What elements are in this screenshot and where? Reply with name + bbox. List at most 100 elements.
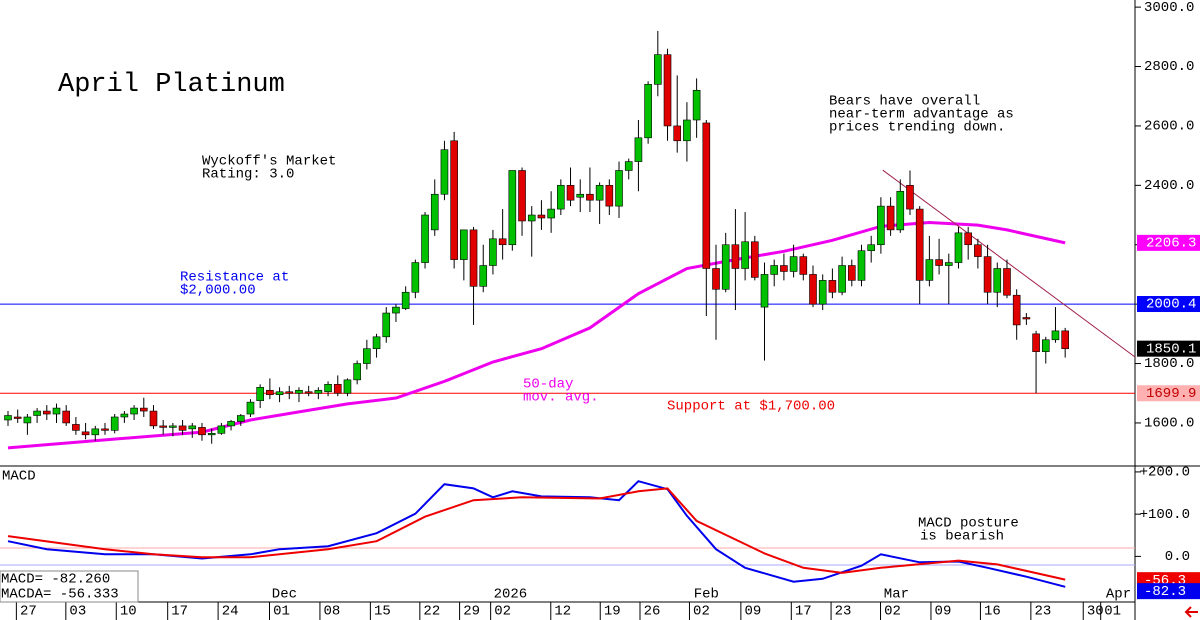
candle-body: [1051, 330, 1060, 341]
x-tick-label: 08: [324, 604, 341, 620]
candle-body: [479, 265, 488, 287]
candle-body: [741, 241, 749, 269]
candle-body: [692, 89, 701, 121]
candle-body: [847, 265, 856, 281]
candle-body: [518, 170, 526, 222]
candle-body: [363, 348, 371, 364]
y-tick-label: 1800.0: [1144, 356, 1194, 372]
candle-body: [828, 280, 837, 293]
candle-body: [780, 265, 788, 272]
candle-body: [595, 185, 604, 201]
candle-body: [4, 415, 12, 421]
candle-body: [343, 379, 352, 394]
trendline: [882, 169, 1136, 358]
candle-body: [751, 241, 759, 278]
candle-body: [857, 250, 866, 281]
candle-body: [1032, 333, 1040, 352]
candle-body: [896, 190, 905, 231]
candle-body: [925, 259, 934, 281]
candle-body: [712, 268, 720, 290]
candle-body: [1012, 294, 1021, 326]
candle-body: [702, 122, 711, 269]
candle-body: [440, 149, 449, 195]
candle-body: [401, 291, 410, 309]
price-label-box: [1137, 385, 1200, 402]
x-tick-label: 01: [273, 604, 290, 620]
candle-body: [382, 312, 391, 338]
candle-body: [915, 208, 924, 281]
macd-line: [7, 487, 1066, 581]
x-tick-label: 09: [744, 604, 761, 620]
candle-body: [867, 244, 875, 251]
candle-body: [236, 415, 245, 422]
candle-body: [411, 262, 420, 293]
candle-body: [266, 389, 274, 396]
candle-body: [818, 280, 827, 305]
candle-body: [576, 193, 585, 198]
annotation: mov. avg.: [523, 390, 599, 406]
price-label: 2206.3: [1146, 236, 1196, 252]
price-label: 1850.1: [1146, 341, 1196, 357]
month-label: Dec: [272, 587, 297, 603]
x-tick-label: 22: [423, 604, 440, 620]
y-tick-label: 2600.0: [1144, 119, 1194, 135]
readout: MACD= -82.260: [1, 572, 110, 588]
x-tick-label: 02: [494, 604, 511, 620]
candle-body: [877, 205, 885, 246]
candle-body: [498, 238, 507, 246]
month-label: Feb: [694, 587, 719, 603]
scroll-arrow[interactable]: [1184, 606, 1198, 618]
candle-body: [178, 425, 187, 431]
candle-body: [207, 433, 216, 436]
x-tick-label: 30: [1087, 604, 1104, 620]
candle-body: [547, 208, 555, 219]
candle-body: [430, 193, 439, 231]
macd-line: [7, 480, 1066, 588]
readout-box: [0, 570, 139, 603]
candle-body: [324, 384, 332, 393]
x-tick-label: 01: [1104, 604, 1121, 620]
candle-body: [537, 214, 546, 219]
candle-body: [605, 185, 614, 207]
candle-body: [333, 384, 342, 394]
candle-body: [42, 410, 51, 415]
x-tick-label: 15: [374, 604, 391, 620]
candle-body: [372, 336, 381, 349]
candle-body: [906, 185, 914, 210]
candle-body: [256, 386, 264, 401]
candle-body: [421, 214, 429, 263]
candle-body: [101, 428, 109, 431]
candle-body: [1041, 339, 1050, 352]
annotation: $2,000.00: [180, 283, 256, 299]
annotation: 50-day: [523, 377, 573, 393]
candle-body: [615, 170, 623, 207]
annotation: Rating: 3.0: [202, 167, 294, 183]
candle-body: [227, 421, 235, 427]
candle-body: [52, 407, 61, 415]
chart-title: April Platinum: [58, 70, 285, 100]
candle-body: [159, 425, 167, 428]
candle-body: [654, 54, 662, 85]
candle-body: [586, 193, 594, 201]
candle-body: [130, 407, 138, 415]
candle-body: [314, 389, 323, 394]
x-tick-label: 17: [795, 604, 812, 620]
candle-body: [275, 391, 284, 396]
candle-body: [974, 244, 982, 257]
candle-body: [62, 410, 70, 424]
month-label: Mar: [884, 587, 909, 603]
candle-body: [944, 262, 953, 266]
x-tick-label: 17: [171, 604, 188, 620]
x-tick-label: 23: [1034, 604, 1051, 620]
candle-body: [566, 185, 575, 201]
price-label-box: [1137, 296, 1200, 313]
annotation: Resistance at: [180, 270, 289, 286]
candle-body: [217, 425, 226, 434]
x-tick-label: 10: [120, 604, 137, 620]
value-box-label: -82.3: [1144, 584, 1186, 600]
annotation: prices trending down.: [829, 120, 1005, 136]
price-label: 1699.9: [1146, 386, 1196, 402]
annotation: Wyckoff's Market: [202, 154, 336, 170]
